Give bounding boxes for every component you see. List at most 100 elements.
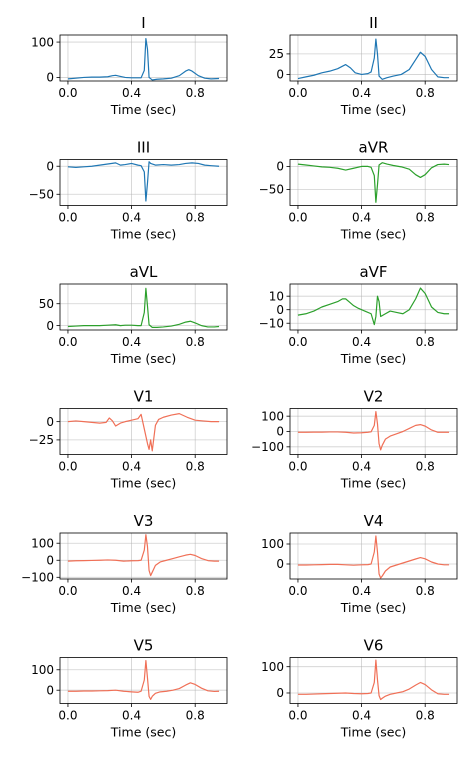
axes-frame <box>289 283 458 331</box>
series-line-v6 <box>297 659 450 701</box>
x-axis-label: Time (sec) <box>340 351 406 366</box>
panel-title: V5 <box>134 637 154 655</box>
x-tick-label: 0.0 <box>58 584 77 598</box>
y-tick-label: 100 <box>31 663 54 677</box>
x-tick-label: 0.4 <box>352 86 371 100</box>
y-tick-label: 0 <box>46 415 54 429</box>
x-tick-label: 0.8 <box>416 86 435 100</box>
x-tick-label: 0.4 <box>122 211 141 225</box>
x-axis-label: Time (sec) <box>110 227 176 242</box>
y-tick-label: 0 <box>46 553 54 567</box>
series-line-v3 <box>67 534 220 577</box>
x-tick-label: 0.4 <box>352 709 371 723</box>
x-tick-label: 0.0 <box>58 86 77 100</box>
panel-title: aVF <box>359 263 387 281</box>
axes-frame <box>59 159 228 206</box>
axes-frame <box>59 532 228 580</box>
panel-v2: 0.0 0.4 0.8 100 0−100 V2 Time (sec) <box>251 388 458 491</box>
x-axis-label: Time (sec) <box>110 725 176 740</box>
panel-title: V4 <box>364 512 384 530</box>
x-tick-label: 0.0 <box>58 211 77 225</box>
y-tick-label: −10 <box>259 316 284 330</box>
panel-i: 0.0 0.4 0.8 0 100 I Time (sec) <box>31 14 228 117</box>
y-tick-label: 0 <box>276 425 284 439</box>
x-axis-label: Time (sec) <box>340 102 406 117</box>
panel-avf: 0.0 0.4 0.8 100−10 aVF Time (sec) <box>259 263 458 366</box>
panel-title: I <box>141 14 145 32</box>
y-tick-label: 100 <box>261 660 284 674</box>
x-tick-label: 0.0 <box>58 335 77 349</box>
y-tick-label: −100 <box>21 570 54 584</box>
panel-title: aVL <box>130 263 158 281</box>
x-tick-label: 0.4 <box>122 584 141 598</box>
series-line-iii <box>67 161 220 202</box>
panel-v6: 0.0 0.4 0.8 100 0 V6 Time (sec) <box>261 637 458 740</box>
x-tick-label: 0.0 <box>58 709 77 723</box>
axes-frame <box>59 283 228 331</box>
x-tick-label: 0.4 <box>122 460 141 474</box>
y-tick-label: 0 <box>46 683 54 697</box>
x-tick-label: 0.0 <box>288 211 307 225</box>
axes-frame <box>289 159 458 206</box>
axes-frame <box>59 408 228 455</box>
series-line-v1 <box>67 413 220 452</box>
x-axis-label: Time (sec) <box>340 227 406 242</box>
axes-frame <box>59 34 228 82</box>
panel-title: II <box>369 14 378 32</box>
axes-frame <box>59 657 228 704</box>
y-tick-label: 0 <box>46 159 54 173</box>
x-tick-label: 0.0 <box>288 709 307 723</box>
x-tick-label: 0.8 <box>186 335 205 349</box>
panel-title: III <box>137 139 150 157</box>
axes-frame <box>289 657 458 704</box>
x-tick-label: 0.8 <box>416 335 435 349</box>
y-tick-label: 0 <box>276 68 284 82</box>
y-tick-label: 25 <box>269 47 284 61</box>
series-line-i <box>67 37 220 81</box>
series-line-avl <box>67 287 220 328</box>
x-tick-label: 0.0 <box>288 460 307 474</box>
y-tick-label: 100 <box>31 536 54 550</box>
y-tick-label: 0 <box>276 303 284 317</box>
x-axis-label: Time (sec) <box>340 600 406 615</box>
y-tick-label: 100 <box>31 35 54 49</box>
panel-title: V6 <box>364 637 384 655</box>
y-tick-label: 0 <box>276 160 284 174</box>
y-tick-label: −25 <box>29 433 54 447</box>
x-tick-label: 0.8 <box>416 709 435 723</box>
x-tick-label: 0.4 <box>352 211 371 225</box>
y-tick-label: 100 <box>261 537 284 551</box>
panel-v5: 0.0 0.4 0.8 100 0 V5 Time (sec) <box>31 637 228 740</box>
panel-v3: 0.0 0.4 0.8 100 0 −100 V3 Time (sec) <box>21 512 228 615</box>
x-tick-label: 0.8 <box>186 709 205 723</box>
series-line-ii <box>297 38 450 80</box>
x-tick-label: 0.4 <box>352 335 371 349</box>
x-tick-label: 0.4 <box>122 86 141 100</box>
x-axis-label: Time (sec) <box>110 476 176 491</box>
x-axis-label: Time (sec) <box>340 476 406 491</box>
x-tick-label: 0.8 <box>186 86 205 100</box>
y-tick-label: 100 <box>261 409 284 423</box>
series-line-avr <box>297 162 450 203</box>
x-tick-label: 0.8 <box>416 211 435 225</box>
x-tick-label: 0.4 <box>122 709 141 723</box>
x-tick-label: 0.0 <box>58 460 77 474</box>
panel-avr: 0.0 0.4 0.8 0 −50 aVR Time (sec) <box>259 139 458 242</box>
x-tick-label: 0.0 <box>288 86 307 100</box>
y-tick-label: −50 <box>29 187 54 201</box>
panel-title: aVR <box>359 139 389 157</box>
x-tick-label: 0.8 <box>416 460 435 474</box>
x-axis-label: Time (sec) <box>340 725 406 740</box>
series-line-avf <box>297 287 450 326</box>
x-tick-label: 0.8 <box>186 211 205 225</box>
x-tick-label: 0.8 <box>186 460 205 474</box>
y-tick-label: 10 <box>269 289 284 303</box>
series-line-v5 <box>67 659 220 701</box>
axes-frame <box>289 34 458 82</box>
panel-v4: 0.0 0.4 0.8 100 0 V4 Time (sec) <box>261 512 458 615</box>
x-tick-label: 0.4 <box>122 335 141 349</box>
y-tick-label: −50 <box>259 183 284 197</box>
axes-frame <box>289 532 458 580</box>
y-tick-label: 0 <box>46 71 54 85</box>
